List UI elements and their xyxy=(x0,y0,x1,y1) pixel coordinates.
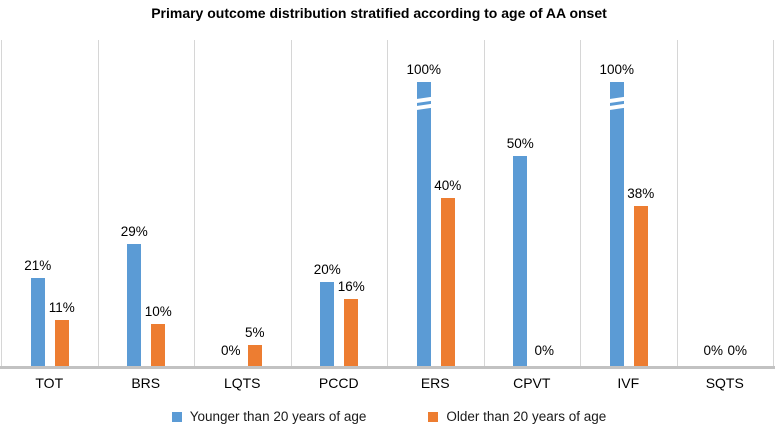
value-label-tot-older: 11% xyxy=(48,299,75,315)
x-axis-label-tot: TOT xyxy=(35,375,64,391)
value-label-tot-younger: 21% xyxy=(24,257,52,273)
value-label-lqts-older: 5% xyxy=(244,325,265,340)
category-cell-cpvt: 50% 0% xyxy=(483,40,581,366)
value-label-lqts-younger: 0% xyxy=(220,343,241,358)
x-axis-label-sqts: SQTS xyxy=(705,375,744,391)
x-axis-label-lqts: LQTS xyxy=(223,375,261,391)
value-label-ivf-older: 38% xyxy=(627,186,655,202)
category-cell-brs: 29% 10% xyxy=(97,40,195,366)
value-label-cpvt-older: 0% xyxy=(534,343,555,358)
category-cell-tot: 21% 11% xyxy=(1,40,98,366)
plot-area: 21% 11% 29% 10% 0% 5% 20% 16% 100% 40% 50% 0% 100% 38… xyxy=(0,40,775,369)
value-label-sqts-younger: 0% xyxy=(703,343,724,358)
legend-label: Younger than 20 years of age xyxy=(189,409,367,424)
bar-pccd-younger xyxy=(320,282,335,366)
value-label-brs-older: 10% xyxy=(144,304,172,319)
legend-label: Older than 20 years of age xyxy=(446,409,607,424)
bar-lqts-older xyxy=(247,345,262,366)
value-label-sqts-older: 0% xyxy=(727,343,748,358)
legend-item-older: Older than 20 years of age xyxy=(428,409,606,424)
legend-swatch-icon xyxy=(171,411,182,422)
bar-tot-younger xyxy=(30,277,45,366)
value-label-ers-younger: 100% xyxy=(406,62,442,77)
bar-brs-older xyxy=(151,324,166,366)
x-axis-label-ivf: IVF xyxy=(617,375,640,391)
x-axis-labels: TOT BRS LQTS PCCD ERS CPVT IVF SQTS xyxy=(1,375,773,391)
x-axis-label-cpvt: CPVT xyxy=(513,375,551,391)
bar-tot-older xyxy=(54,319,69,366)
x-axis-label-ers: ERS xyxy=(420,375,450,391)
legend: Younger than 20 years of age Older than 2… xyxy=(0,409,778,424)
x-axis-label-pccd: PCCD xyxy=(318,375,359,391)
category-cell-sqts: 0% 0% xyxy=(676,40,774,366)
legend-swatch-icon xyxy=(428,411,439,422)
category-cell-pccd: 20% 16% xyxy=(290,40,388,366)
axis-break-mark xyxy=(608,96,626,104)
bar-cpvt-younger xyxy=(513,156,528,366)
bar-ivf-older xyxy=(633,206,648,366)
legend-item-younger: Younger than 20 years of age xyxy=(171,409,367,424)
bar-ers-older xyxy=(440,198,455,366)
category-cell-ers: 100% 40% xyxy=(387,40,484,366)
bar-brs-younger xyxy=(127,244,142,366)
value-label-pccd-older: 16% xyxy=(337,278,365,294)
axis-break-mark xyxy=(608,103,626,111)
bar-pccd-older xyxy=(344,298,359,366)
category-cell-lqts: 0% 5% xyxy=(194,40,291,366)
axis-break-mark xyxy=(415,103,433,111)
bar-ers-younger xyxy=(415,82,433,366)
chart-title: Primary outcome distribution stratified … xyxy=(151,5,607,21)
value-label-cpvt-younger: 50% xyxy=(506,136,534,151)
value-label-ers-older: 40% xyxy=(434,178,462,193)
category-cell-ivf: 100% 38% xyxy=(580,40,677,366)
x-axis-label-brs: BRS xyxy=(131,375,161,391)
x-axis-line xyxy=(0,366,775,369)
value-label-brs-younger: 29% xyxy=(120,224,148,240)
axis-break-mark xyxy=(415,96,433,104)
value-label-pccd-younger: 20% xyxy=(313,262,341,277)
bar-ivf-younger xyxy=(608,82,626,366)
value-label-ivf-younger: 100% xyxy=(599,62,635,77)
